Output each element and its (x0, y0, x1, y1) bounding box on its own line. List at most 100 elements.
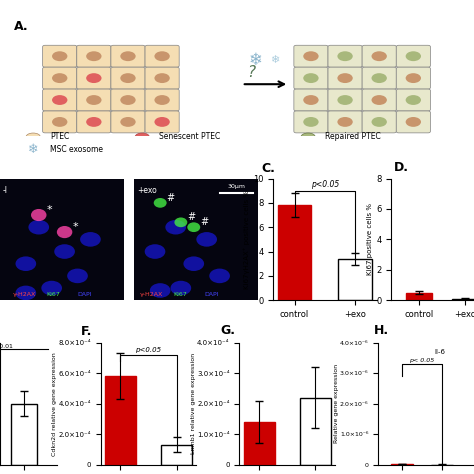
Text: p< 0.05: p< 0.05 (410, 357, 435, 363)
Ellipse shape (301, 133, 315, 141)
FancyBboxPatch shape (362, 67, 396, 89)
FancyBboxPatch shape (111, 45, 145, 67)
Ellipse shape (155, 73, 170, 83)
Text: A.: A. (14, 20, 29, 33)
Ellipse shape (303, 117, 319, 127)
FancyBboxPatch shape (294, 89, 328, 111)
FancyBboxPatch shape (396, 45, 430, 67)
Ellipse shape (52, 73, 67, 83)
Bar (11, 404, 37, 465)
Text: Ki67: Ki67 (173, 292, 187, 297)
Text: *: * (73, 222, 78, 232)
Ellipse shape (16, 256, 36, 271)
Text: -l: -l (2, 186, 8, 195)
Ellipse shape (120, 51, 136, 61)
Ellipse shape (54, 244, 75, 259)
Ellipse shape (150, 283, 171, 298)
Ellipse shape (67, 269, 88, 283)
FancyBboxPatch shape (396, 111, 430, 133)
Ellipse shape (337, 95, 353, 105)
Ellipse shape (372, 117, 387, 127)
Text: ❄: ❄ (270, 55, 280, 65)
Text: p<0.05: p<0.05 (311, 181, 339, 190)
Ellipse shape (155, 51, 170, 61)
Bar (105, 376, 136, 465)
FancyBboxPatch shape (362, 45, 396, 67)
FancyBboxPatch shape (145, 45, 179, 67)
FancyBboxPatch shape (362, 111, 396, 133)
Text: F.: F. (81, 325, 92, 338)
Ellipse shape (80, 232, 101, 246)
Ellipse shape (406, 51, 421, 61)
Ellipse shape (86, 95, 101, 105)
Text: ❄: ❄ (249, 51, 263, 69)
Ellipse shape (406, 73, 421, 83)
Ellipse shape (372, 95, 387, 105)
Text: *: * (46, 205, 52, 215)
Ellipse shape (406, 117, 421, 127)
Text: 30μm: 30μm (228, 184, 246, 190)
Y-axis label: Ki67γH2AX⁺ positive cells %: Ki67γH2AX⁺ positive cells % (244, 190, 250, 289)
Ellipse shape (16, 286, 36, 300)
Text: p<0.05: p<0.05 (136, 347, 162, 354)
Bar (452, 299, 474, 300)
Text: ?: ? (247, 64, 255, 80)
FancyBboxPatch shape (111, 89, 145, 111)
Bar (161, 445, 192, 465)
Ellipse shape (171, 281, 191, 295)
Ellipse shape (86, 117, 101, 127)
Ellipse shape (209, 269, 230, 283)
Bar (391, 464, 413, 465)
Text: D.: D. (393, 161, 409, 174)
Ellipse shape (52, 95, 67, 105)
Text: H.: H. (374, 324, 389, 337)
Text: MSC exosome: MSC exosome (50, 145, 103, 154)
FancyBboxPatch shape (145, 111, 179, 133)
Ellipse shape (155, 95, 170, 105)
Ellipse shape (86, 51, 101, 61)
Text: +exo: +exo (137, 186, 157, 195)
Ellipse shape (155, 117, 170, 127)
Bar (244, 422, 274, 465)
Text: #: # (167, 193, 175, 203)
Text: Il-6: Il-6 (434, 349, 445, 355)
Bar (278, 205, 311, 300)
Ellipse shape (337, 117, 353, 127)
FancyBboxPatch shape (145, 67, 179, 89)
Ellipse shape (183, 256, 204, 271)
FancyBboxPatch shape (328, 45, 362, 67)
Ellipse shape (372, 73, 387, 83)
FancyBboxPatch shape (362, 89, 396, 111)
Ellipse shape (86, 73, 101, 83)
Ellipse shape (154, 198, 167, 208)
FancyBboxPatch shape (77, 45, 111, 67)
Ellipse shape (120, 95, 136, 105)
Bar (338, 259, 372, 300)
Ellipse shape (196, 232, 217, 246)
Ellipse shape (52, 117, 67, 127)
Text: PTEC: PTEC (50, 132, 69, 141)
Ellipse shape (145, 244, 165, 259)
Ellipse shape (28, 220, 49, 235)
Bar (0, 179, 124, 300)
Ellipse shape (41, 281, 62, 295)
Y-axis label: Relative gene expression: Relative gene expression (334, 364, 338, 443)
Text: Senescent PTEC: Senescent PTEC (159, 132, 220, 141)
Ellipse shape (174, 218, 187, 227)
Ellipse shape (31, 209, 46, 221)
FancyBboxPatch shape (328, 89, 362, 111)
Ellipse shape (26, 133, 40, 141)
FancyBboxPatch shape (77, 111, 111, 133)
Text: #: # (187, 212, 195, 222)
FancyBboxPatch shape (328, 111, 362, 133)
Text: G.: G. (220, 324, 235, 337)
FancyBboxPatch shape (328, 67, 362, 89)
Ellipse shape (120, 73, 136, 83)
Ellipse shape (303, 73, 319, 83)
Text: C.: C. (261, 163, 275, 175)
Text: Repaired PTEC: Repaired PTEC (325, 132, 381, 141)
Ellipse shape (165, 220, 186, 235)
Ellipse shape (187, 222, 200, 232)
Ellipse shape (135, 133, 149, 141)
Bar (406, 292, 431, 300)
